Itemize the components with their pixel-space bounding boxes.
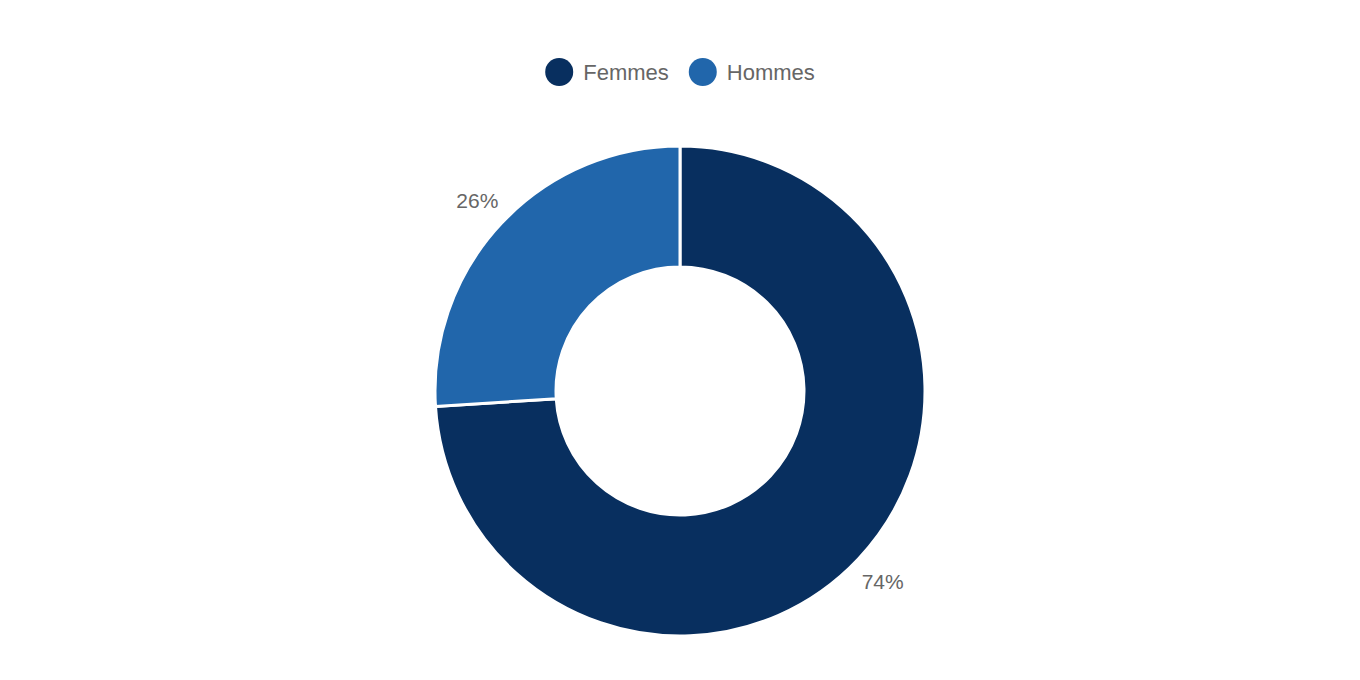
chart: 74% 26% Femmes Hommes xyxy=(0,0,1360,680)
data-labels: 74% 26% xyxy=(456,189,903,593)
legend-item: Femmes xyxy=(545,58,669,86)
legend-label: Femmes xyxy=(583,60,669,85)
legend-swatch xyxy=(689,58,717,86)
legend-swatch xyxy=(545,58,573,86)
slice xyxy=(435,146,680,406)
data-label: 26% xyxy=(456,189,498,212)
slice xyxy=(435,146,925,636)
legend: Femmes Hommes xyxy=(545,58,815,86)
legend-item: Hommes xyxy=(689,58,815,86)
legend-label: Hommes xyxy=(727,60,815,85)
plot xyxy=(435,146,925,636)
data-label: 74% xyxy=(862,570,904,593)
